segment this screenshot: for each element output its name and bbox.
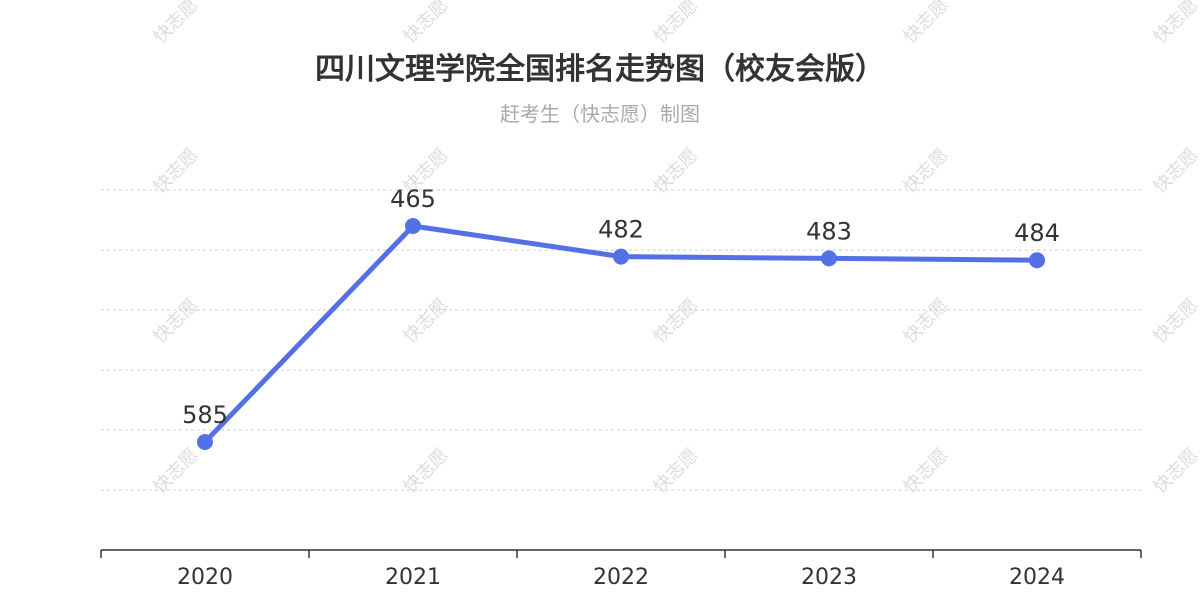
watermark-text: 快志愿 <box>400 0 453 48</box>
watermark-text: 快志愿 <box>650 445 703 498</box>
data-point <box>405 218 421 234</box>
watermark-text: 快志愿 <box>900 295 953 348</box>
watermark-text: 快志愿 <box>150 295 203 348</box>
watermark-text: 快志愿 <box>900 0 953 48</box>
watermark-text: 快志愿 <box>1150 445 1200 498</box>
x-tick-label: 2024 <box>1009 565 1065 590</box>
watermark-text: 快志愿 <box>1150 0 1200 48</box>
data-label: 483 <box>806 217 852 245</box>
x-tick-label: 2020 <box>177 565 233 590</box>
x-axis: 2020 2021 2022 2023 2024 <box>100 549 1142 590</box>
x-tick-label: 2022 <box>593 565 649 590</box>
series-layer: 585 465 482 483 484 <box>182 185 1060 450</box>
data-label: 484 <box>1014 219 1060 247</box>
watermark-text: 快志愿 <box>650 295 703 348</box>
x-tick-label: 2023 <box>801 565 857 590</box>
watermark-text: 快志愿 <box>650 145 703 198</box>
watermark-layer: 快志愿 快志愿 快志愿 快志愿 快志愿快志愿 快志愿 快志愿 快志愿 快志愿快志愿 快志愿 快志愿快… <box>150 0 1200 498</box>
grid-lines <box>101 189 1141 491</box>
data-label: 465 <box>390 185 436 213</box>
x-tick-label: 2021 <box>385 565 441 590</box>
data-point <box>613 248 629 265</box>
data-point <box>1029 252 1045 269</box>
watermark-text: 快志愿 <box>400 295 453 348</box>
watermark-text: 快志愿 <box>650 0 703 48</box>
watermark-text: 快志愿 <box>1150 145 1200 198</box>
data-label: 585 <box>182 401 228 429</box>
watermark-text: 快志愿 <box>1150 295 1200 348</box>
chart-title: 四川文理学院全国排名走势图（校友会版） <box>315 52 885 87</box>
data-point <box>821 250 837 267</box>
data-label: 482 <box>598 216 644 244</box>
chart-subtitle: 赶考生（快志愿）制图 <box>500 102 700 126</box>
watermark-text: 快志愿 <box>150 0 203 48</box>
data-point <box>197 434 213 450</box>
